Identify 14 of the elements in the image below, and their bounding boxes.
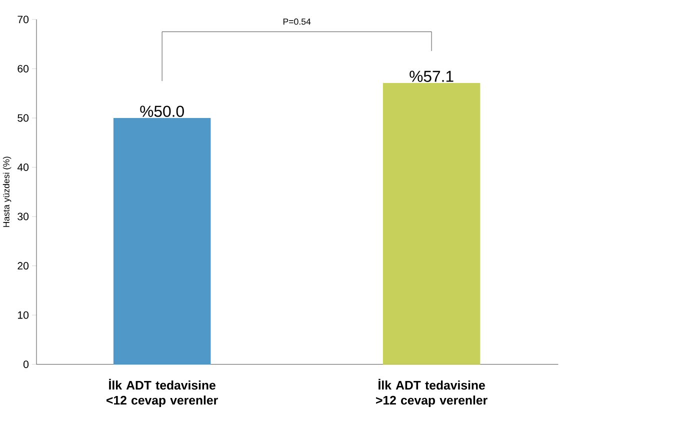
y-tick-label: 50 xyxy=(18,114,29,122)
y-tick-label: 10 xyxy=(18,311,29,319)
annotation: P=0.54 xyxy=(283,18,311,25)
y-tick-label: 40 xyxy=(17,164,29,171)
data-label: %50.0 xyxy=(140,106,184,117)
y-tick-label: 30 xyxy=(18,212,29,220)
x-tick-label: İlk ADT tedavisine <12 cevap verenler xyxy=(106,378,218,408)
data-label: %57.1 xyxy=(410,70,454,82)
y-tick-label: 70 xyxy=(18,16,29,24)
y-tick-label: 0 xyxy=(23,360,29,368)
y-tick-label: 60 xyxy=(18,64,29,72)
x-tick-label: İlk ADT tedavisine >12 cevap verenler xyxy=(376,378,488,408)
y-axis-title: Hasta yüzdesi (%) xyxy=(2,156,12,227)
y-tick-label: 20 xyxy=(18,262,29,270)
